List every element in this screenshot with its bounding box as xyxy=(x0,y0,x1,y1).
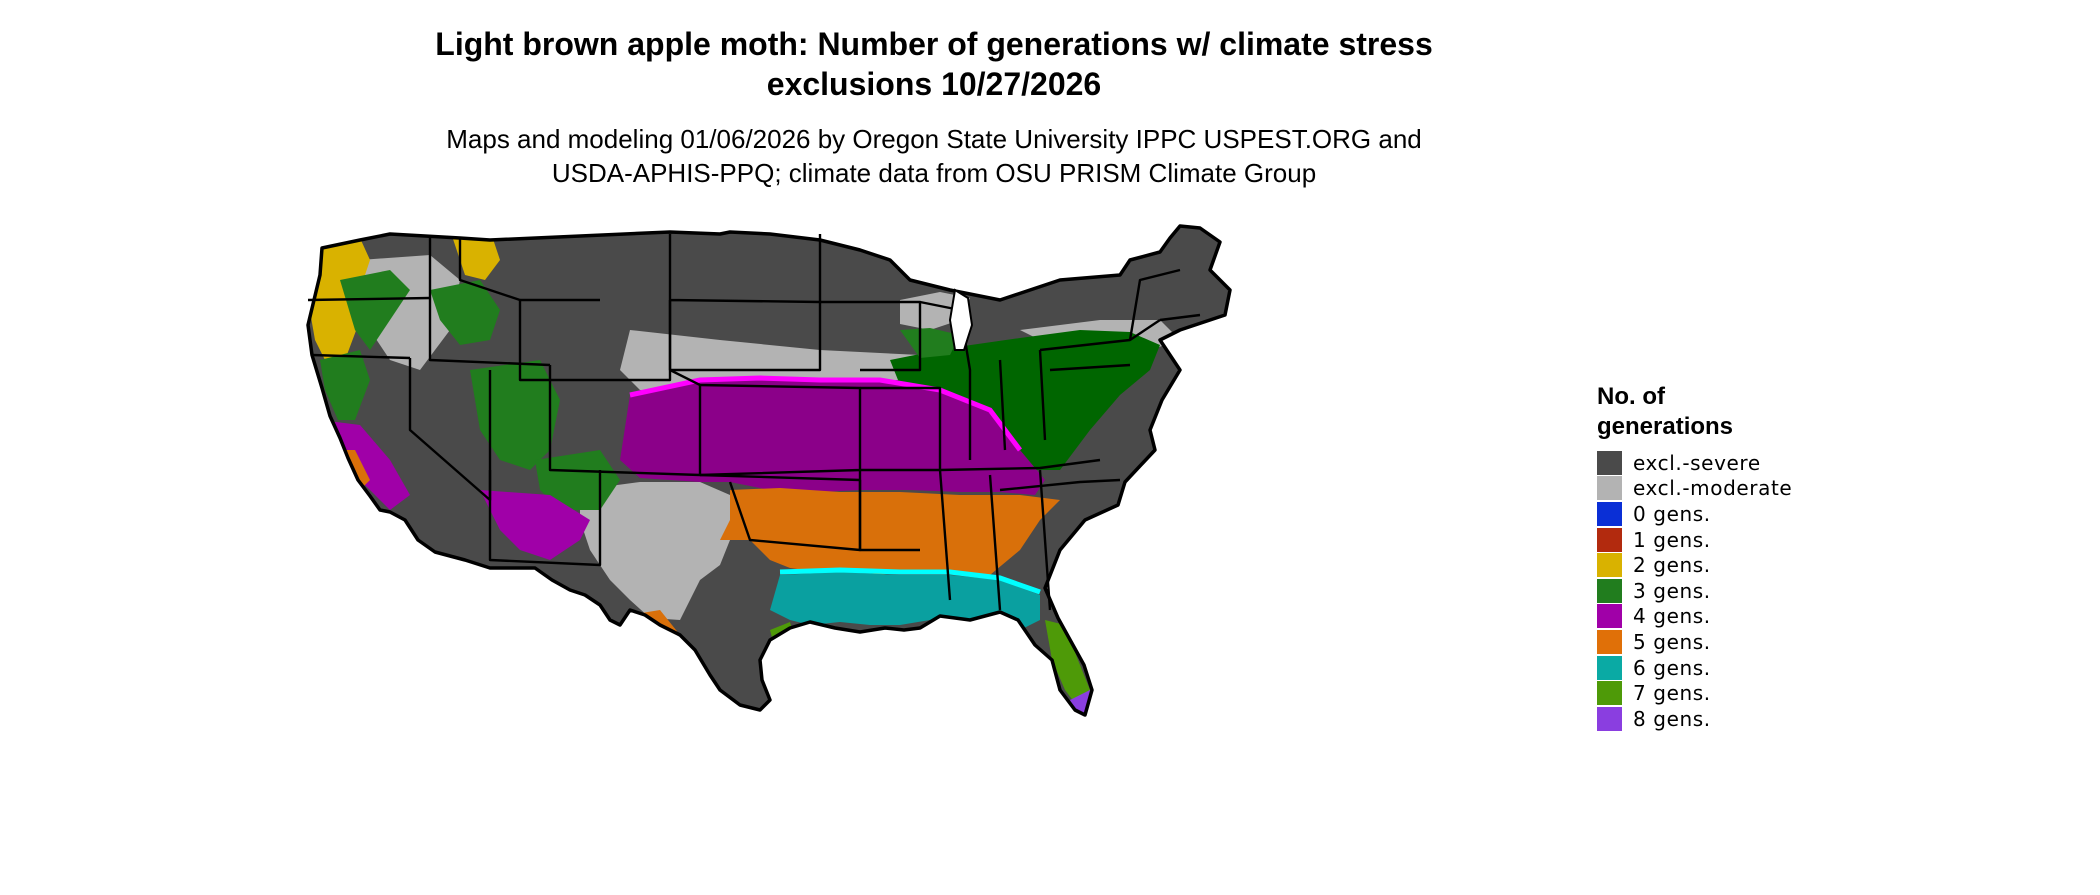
zone-3gens-west-1 xyxy=(340,270,410,350)
legend-item: 1 gens. xyxy=(1597,527,1792,553)
legend-label: excl.-severe xyxy=(1633,450,1761,475)
zone-3gens-michigan xyxy=(900,328,960,358)
map-subtitle-line1: Maps and modeling 01/06/2026 by Oregon S… xyxy=(446,124,1422,154)
zone-6gens-cyan-edge xyxy=(779,567,1041,595)
legend-label: excl.-moderate xyxy=(1633,476,1793,501)
zone-7gens-florida xyxy=(1045,620,1090,710)
legend-label: 0 gens. xyxy=(1633,501,1711,526)
border-wa-or xyxy=(307,296,431,302)
zone-excl-moderate-south xyxy=(580,482,740,620)
zone-3gens-california xyxy=(320,350,370,420)
legend-title-line1: No. of xyxy=(1597,383,1665,410)
legend-swatch xyxy=(1597,501,1622,526)
border-mo-ar xyxy=(858,386,942,552)
legend-label: 1 gens. xyxy=(1633,527,1711,552)
legend-item: 4 gens. xyxy=(1597,604,1792,630)
map-title: Light brown apple moth: Number of genera… xyxy=(0,24,1868,104)
zone-4gens-band xyxy=(620,378,1045,495)
zone-4gens-magenta-edge xyxy=(629,375,1022,452)
border-or-ca xyxy=(311,353,411,360)
map-subtitle-line2: USDA-APHIS-PPQ; climate data from OSU PR… xyxy=(551,158,1317,188)
zone-2gens-idaho xyxy=(450,230,500,280)
border-ms-al-ga xyxy=(938,469,1052,611)
legend-swatch xyxy=(1597,629,1622,654)
us-outline xyxy=(306,224,1232,717)
legend-swatch xyxy=(1597,527,1622,552)
legend-title: No. of generations xyxy=(1597,382,1792,442)
legend-item: 0 gens. xyxy=(1597,501,1792,527)
border-ut-co xyxy=(548,365,702,477)
zone-6gens-gulf xyxy=(770,572,1040,630)
legend-label: 2 gens. xyxy=(1633,553,1711,578)
border-new-england xyxy=(1128,268,1201,341)
zone-3gens-midwest xyxy=(890,330,1160,470)
border-az-nm xyxy=(488,470,602,567)
legend-label: 7 gens. xyxy=(1633,681,1711,706)
border-idaho xyxy=(428,235,551,367)
state-borders xyxy=(307,234,1201,611)
map-title-line2: exclusions 10/27/2026 xyxy=(766,66,1102,102)
legend-items: excl.-severe excl.-moderate 0 gens. 1 gens.… xyxy=(1597,450,1792,732)
legend-swatch xyxy=(1597,681,1622,706)
legend-label: 6 gens. xyxy=(1633,655,1711,680)
legend-label: 8 gens. xyxy=(1633,706,1711,731)
map-subtitle: Maps and modeling 01/06/2026 by Oregon S… xyxy=(0,122,1868,190)
legend-item: 2 gens. xyxy=(1597,552,1792,578)
legend-swatch xyxy=(1597,450,1622,475)
border-ky-tn xyxy=(939,458,1101,472)
legend-label: 5 gens. xyxy=(1633,629,1711,654)
legend-item: excl.-severe xyxy=(1597,450,1792,476)
border-mn-ia xyxy=(820,300,922,372)
legend-swatch xyxy=(1597,553,1622,578)
zone-3gens-west-3 xyxy=(470,360,560,470)
legend-label: 3 gens. xyxy=(1633,578,1711,603)
zone-4gens-southwest xyxy=(480,490,590,560)
legend: No. of generations excl.-severe excl.-mod… xyxy=(1597,382,1792,732)
border-in-oh xyxy=(998,349,1047,451)
zone-5gens-south xyxy=(720,488,1060,575)
legend-item: excl.-moderate xyxy=(1597,476,1792,502)
legend-swatch xyxy=(1597,655,1622,680)
us-map-svg xyxy=(306,224,1232,717)
lake-michigan xyxy=(948,288,974,351)
border-montana xyxy=(458,238,600,302)
border-nc-sc xyxy=(999,478,1121,492)
legend-item: 7 gens. xyxy=(1597,680,1792,706)
legend-label: 4 gens. xyxy=(1633,604,1711,629)
legend-swatch xyxy=(1597,706,1622,731)
zone-3gens-west-4 xyxy=(535,450,620,510)
legend-swatch xyxy=(1597,476,1622,501)
legend-swatch xyxy=(1597,604,1622,629)
legend-swatch xyxy=(1597,578,1622,603)
zone-3gens-west-2 xyxy=(430,280,500,345)
border-nevada xyxy=(408,358,492,502)
us-generations-map xyxy=(300,220,1580,890)
legend-item: 6 gens. xyxy=(1597,655,1792,681)
legend-title-line2: generations xyxy=(1597,413,1734,440)
generation-zones xyxy=(308,230,1180,715)
legend-item: 5 gens. xyxy=(1597,629,1792,655)
legend-item: 3 gens. xyxy=(1597,578,1792,604)
map-title-line1: Light brown apple moth: Number of genera… xyxy=(435,26,1433,62)
legend-item: 8 gens. xyxy=(1597,706,1792,732)
zone-2gens-pnw xyxy=(308,238,370,370)
